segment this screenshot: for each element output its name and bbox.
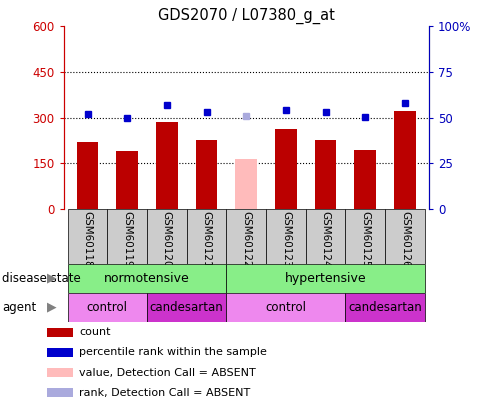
Bar (235, 159, 257, 209)
Bar (68, 293, 147, 322)
Bar (116, 151, 138, 209)
Bar (306, 209, 345, 264)
Text: GSM60120: GSM60120 (162, 211, 172, 268)
Text: percentile rank within the sample: percentile rank within the sample (79, 347, 267, 357)
Text: GSM60123: GSM60123 (281, 211, 291, 268)
Bar (47, 388, 74, 397)
Text: GSM60122: GSM60122 (241, 211, 251, 268)
Bar (394, 111, 416, 209)
Text: candesartan: candesartan (348, 301, 422, 314)
Bar (47, 328, 74, 337)
Bar (147, 209, 187, 264)
Text: GSM60119: GSM60119 (122, 211, 132, 268)
Text: GSM60118: GSM60118 (82, 211, 93, 268)
Text: hypertensive: hypertensive (285, 272, 367, 285)
Bar (147, 293, 226, 322)
Bar (156, 122, 178, 209)
Bar (226, 209, 266, 264)
Bar (354, 150, 376, 209)
Bar (76, 142, 98, 209)
Text: ▶: ▶ (47, 301, 56, 314)
Text: candesartan: candesartan (150, 301, 223, 314)
Text: GSM60121: GSM60121 (201, 211, 212, 268)
Bar (107, 209, 147, 264)
Text: rank, Detection Call = ABSENT: rank, Detection Call = ABSENT (79, 388, 250, 398)
Bar (47, 368, 74, 377)
Bar (187, 209, 226, 264)
Bar (226, 293, 345, 322)
Bar (345, 209, 385, 264)
Text: disease state: disease state (2, 272, 81, 285)
Text: GSM60126: GSM60126 (400, 211, 410, 268)
Bar (68, 209, 107, 264)
Bar (47, 348, 74, 357)
Bar (275, 129, 297, 209)
Bar (315, 140, 337, 209)
Text: value, Detection Call = ABSENT: value, Detection Call = ABSENT (79, 368, 256, 377)
Title: GDS2070 / L07380_g_at: GDS2070 / L07380_g_at (158, 7, 335, 23)
Bar (385, 209, 425, 264)
Text: control: control (266, 301, 306, 314)
Text: control: control (87, 301, 128, 314)
Bar (226, 264, 425, 293)
Text: count: count (79, 327, 111, 337)
Bar (345, 293, 425, 322)
Text: agent: agent (2, 301, 37, 314)
Bar (196, 140, 218, 209)
Bar (68, 264, 226, 293)
Bar (266, 209, 306, 264)
Text: ▶: ▶ (47, 272, 56, 285)
Text: GSM60125: GSM60125 (360, 211, 370, 268)
Text: normotensive: normotensive (104, 272, 190, 285)
Text: GSM60124: GSM60124 (320, 211, 331, 268)
